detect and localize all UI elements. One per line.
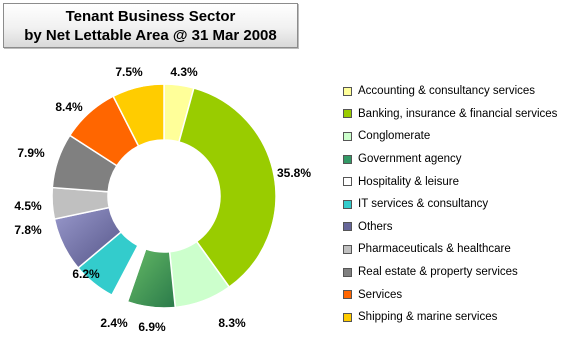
legend-swatch xyxy=(343,154,352,164)
legend-swatch xyxy=(343,177,352,187)
legend-label: Real estate & property services xyxy=(358,266,518,279)
data-label-banking-insurance-and-financial-services: 35.8% xyxy=(277,166,311,180)
data-label-shipping-and-marine-services: 7.5% xyxy=(115,65,143,79)
legend-swatch xyxy=(343,131,352,141)
data-label-it-services-and-consultancy: 6.2% xyxy=(72,267,100,281)
legend-label: Hospitality & leisure xyxy=(358,175,459,188)
legend-item-hospitality-and-leisure: Hospitality & leisure xyxy=(343,170,557,193)
legend-swatch xyxy=(343,312,352,322)
data-label-accounting-and-consultancy-services: 4.3% xyxy=(170,65,198,79)
chart-title: Tenant Business Sector by Net Lettable A… xyxy=(3,3,298,48)
legend-swatch xyxy=(343,244,352,254)
legend-label: IT services & consultancy xyxy=(358,198,489,211)
legend-item-real-estate-and-property-services: Real estate & property services xyxy=(343,261,557,284)
legend-item-banking-insurance-and-financial-services: Banking, insurance & financial services xyxy=(343,103,557,126)
legend-item-pharmaceuticals-and-healthcare: Pharmaceuticals & healthcare xyxy=(343,238,557,261)
legend-label: Services xyxy=(358,288,403,301)
legend-item-services: Services xyxy=(343,283,557,306)
donut-outer-edge xyxy=(51,83,277,309)
legend-item-conglomerate: Conglomerate xyxy=(343,125,557,148)
legend-label: Others xyxy=(358,220,393,233)
legend-swatch xyxy=(343,109,352,119)
legend-item-it-services-and-consultancy: IT services & consultancy xyxy=(343,193,557,216)
legend-label: Government agency xyxy=(358,153,462,166)
data-label-others: 7.8% xyxy=(14,223,42,237)
legend-label: Pharmaceuticals & healthcare xyxy=(358,243,511,256)
chart-legend: Accounting & consultancy services Banking… xyxy=(343,80,557,329)
legend-swatch xyxy=(343,222,352,232)
legend-item-others: Others xyxy=(343,216,557,239)
legend-label: Conglomerate xyxy=(358,130,431,143)
legend-item-shipping-and-marine-services: Shipping & marine services xyxy=(343,306,557,329)
legend-item-accounting-and-consultancy-services: Accounting & consultancy services xyxy=(343,80,557,103)
legend-swatch xyxy=(343,199,352,209)
data-label-hospitality-and-leisure: 2.4% xyxy=(100,316,128,330)
legend-swatch xyxy=(343,86,352,96)
legend-label: Banking, insurance & financial services xyxy=(358,107,558,120)
chart-title-line-2: by Net Lettable Area @ 31 Mar 2008 xyxy=(24,26,277,44)
chart-title-line-1: Tenant Business Sector xyxy=(65,7,236,25)
legend-label: Shipping & marine services xyxy=(358,311,498,324)
legend-swatch xyxy=(343,267,352,277)
legend-item-government-agency: Government agency xyxy=(343,148,557,171)
data-label-pharmaceuticals-and-healthcare: 4.5% xyxy=(14,199,42,213)
data-label-government-agency: 6.9% xyxy=(138,320,166,334)
data-label-real-estate-and-property-services: 7.9% xyxy=(17,146,45,160)
data-label-services: 8.4% xyxy=(55,100,83,114)
data-label-conglomerate: 8.3% xyxy=(218,316,246,330)
legend-swatch xyxy=(343,290,352,300)
legend-label: Accounting & consultancy services xyxy=(358,85,536,98)
